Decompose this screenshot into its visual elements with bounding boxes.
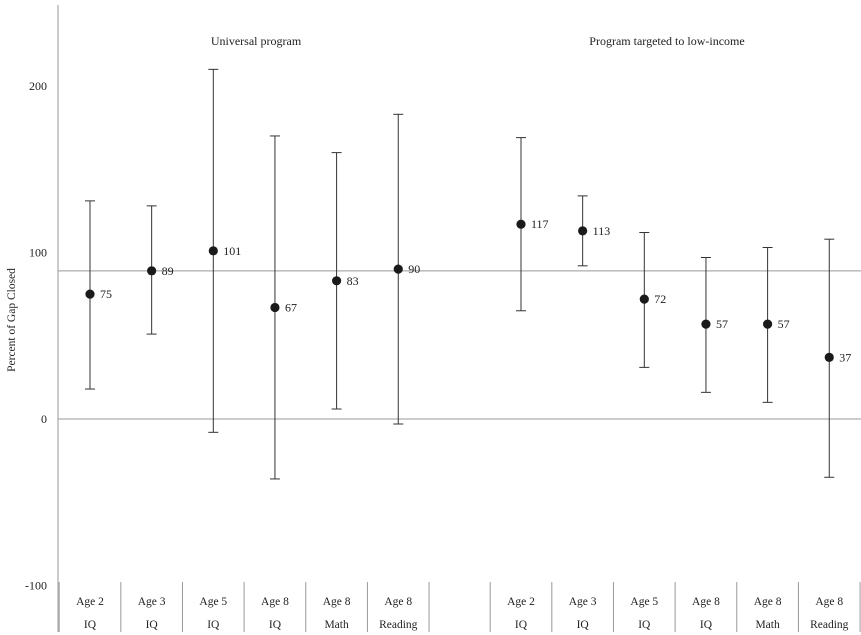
category-label-measure: Math xyxy=(324,619,349,631)
axis-layer: -100 0 100 200 xyxy=(25,5,861,632)
y-axis-title: Percent of Gap Closed xyxy=(6,268,18,372)
data-point xyxy=(147,266,157,276)
category-label-age: Age 8 xyxy=(692,596,720,608)
category-label-measure: IQ xyxy=(207,619,220,631)
data-label: 89 xyxy=(162,264,174,278)
y-tick-label: 100 xyxy=(29,246,47,260)
category-label-measure: IQ xyxy=(84,619,97,631)
data-label: 72 xyxy=(654,292,666,306)
category-label-age: Age 8 xyxy=(384,596,412,608)
data-label: 37 xyxy=(839,350,851,364)
category-label-age: Age 5 xyxy=(630,596,658,608)
points-layer: 75 89 101 67 83 90 117 113 72 57 57 37 xyxy=(85,68,851,480)
category-label-age: Age 8 xyxy=(815,596,843,608)
category-label-measure: IQ xyxy=(577,619,590,631)
category-label-measure: Reading xyxy=(379,619,418,631)
data-point xyxy=(824,352,834,362)
category-label-measure: IQ xyxy=(700,619,713,631)
groups-layer: Universal program Program targeted to low… xyxy=(211,34,745,48)
data-label: 101 xyxy=(223,244,241,258)
group-label: Universal program xyxy=(211,34,302,48)
data-label: 90 xyxy=(408,262,420,276)
category-label-measure: Math xyxy=(755,619,780,631)
category-label-measure: IQ xyxy=(515,619,528,631)
data-point xyxy=(208,246,218,256)
y-tick-label: 0 xyxy=(41,412,47,426)
category-label-measure: Reading xyxy=(810,619,849,631)
category-label-measure: IQ xyxy=(638,619,651,631)
category-axis: Age 2 IQ Age 3 IQ Age 5 IQ Age 8 IQ Age 8 Math Age… xyxy=(58,582,861,632)
data-point xyxy=(516,219,526,229)
data-point xyxy=(578,226,588,236)
data-point xyxy=(332,276,342,286)
data-point xyxy=(639,294,649,304)
category-label-age: Age 3 xyxy=(138,596,166,608)
data-label: 113 xyxy=(593,224,611,238)
data-point xyxy=(393,264,403,274)
data-label: 117 xyxy=(531,217,549,231)
data-point xyxy=(270,302,280,313)
data-label: 75 xyxy=(100,287,112,301)
data-point xyxy=(701,319,711,329)
category-label-age: Age 8 xyxy=(323,596,351,608)
data-label: 67 xyxy=(285,300,297,314)
category-label-age: Age 2 xyxy=(507,596,535,608)
data-label: 57 xyxy=(716,317,728,331)
data-label: 83 xyxy=(347,274,359,288)
category-label-age: Age 2 xyxy=(76,596,104,608)
group-label: Program targeted to low-income xyxy=(589,34,744,48)
y-tick-label: -100 xyxy=(25,579,47,593)
category-label-age: Age 5 xyxy=(199,596,227,608)
category-label-age: Age 8 xyxy=(261,596,289,608)
data-point xyxy=(763,319,773,329)
y-tick-label: 200 xyxy=(29,79,47,93)
data-label: 57 xyxy=(778,317,790,331)
category-label-age: Age 8 xyxy=(754,596,782,608)
category-label-age: Age 3 xyxy=(569,596,597,608)
data-point xyxy=(85,289,95,299)
category-label-measure: IQ xyxy=(269,619,282,631)
category-label-measure: IQ xyxy=(146,619,159,631)
